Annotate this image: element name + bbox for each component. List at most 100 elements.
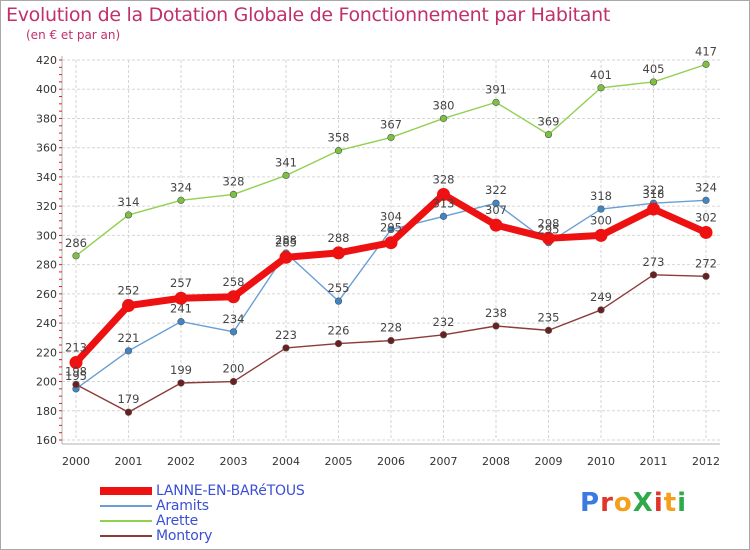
- data-label: 328: [433, 172, 455, 186]
- x-tick-label: 2006: [377, 455, 405, 468]
- data-label: 322: [643, 183, 665, 197]
- data-label: 367: [380, 117, 402, 131]
- x-tick-label: 2012: [692, 455, 720, 468]
- data-point: [282, 344, 290, 352]
- data-point: [69, 356, 83, 370]
- data-label: 380: [433, 98, 455, 112]
- data-label: 313: [433, 196, 455, 210]
- data-label: 200: [223, 362, 245, 376]
- legend-item-aramits[interactable]: Aramits: [100, 498, 360, 514]
- y-tick-label: 380: [36, 112, 57, 125]
- data-point: [489, 218, 503, 232]
- y-tick-label: 160: [36, 434, 57, 447]
- grid-layer: [62, 59, 720, 441]
- data-label: 314: [118, 195, 140, 209]
- data-point: [594, 228, 608, 242]
- data-point: [227, 290, 240, 304]
- data-point: [702, 272, 710, 280]
- data-label: 328: [223, 174, 245, 188]
- legend-swatch-montory: [100, 535, 152, 537]
- logo-letter: o: [613, 488, 633, 518]
- data-label: 213: [65, 341, 87, 355]
- legend-label-montory: Montory: [156, 528, 213, 544]
- data-label: 307: [485, 203, 507, 217]
- legend-label-arette: Arette: [156, 513, 199, 529]
- data-label: 249: [590, 290, 612, 304]
- data-point: [597, 84, 605, 92]
- data-point: [492, 98, 500, 106]
- y-tick-label: 200: [36, 376, 57, 389]
- legend-label-aramits: Aramits: [156, 498, 209, 514]
- data-label: 304: [380, 210, 402, 224]
- x-tick-label: 2003: [220, 455, 248, 468]
- x-tick-label: 2002: [167, 455, 195, 468]
- data-point: [279, 250, 293, 264]
- data-point: [334, 147, 343, 155]
- data-point: [124, 408, 133, 416]
- data-label: 324: [170, 180, 192, 194]
- data-label: 235: [538, 310, 560, 324]
- data-label: 195: [65, 369, 87, 383]
- data-label: 252: [118, 284, 140, 298]
- data-label: 198: [65, 364, 87, 378]
- legend: LANNE-EN-BARéTOUS Aramits Arette Montory: [100, 483, 360, 544]
- data-point: [437, 187, 450, 201]
- data-point: [177, 196, 185, 204]
- data-point: [439, 331, 448, 339]
- data-point: [597, 306, 605, 314]
- data-point: [439, 114, 448, 123]
- data-point: [387, 337, 395, 345]
- data-label: 288: [328, 231, 350, 245]
- y-tick-label: 280: [36, 259, 57, 272]
- data-label: 258: [223, 275, 245, 289]
- legend-item-lanne[interactable]: LANNE-EN-BARéTOUS: [100, 483, 360, 499]
- proxiti-logo: ProXiti: [580, 488, 687, 518]
- data-point: [332, 246, 345, 260]
- legend-item-montory[interactable]: Montory: [100, 528, 360, 544]
- data-label: 223: [275, 328, 297, 342]
- logo-letter: i: [653, 488, 664, 518]
- x-tick-label: 2009: [535, 455, 563, 468]
- data-label: 228: [380, 321, 402, 335]
- chart-subtitle: (en € et par an): [26, 28, 121, 42]
- y-tick-label: 180: [36, 405, 57, 418]
- y-tick-label: 400: [36, 83, 57, 96]
- data-label: 285: [275, 235, 297, 249]
- legend-swatch-aramits: [100, 505, 152, 507]
- data-point: [702, 60, 710, 68]
- y-tick-label: 260: [36, 288, 57, 301]
- data-label: 401: [590, 68, 612, 82]
- data-point: [229, 377, 238, 386]
- data-point: [229, 190, 238, 199]
- data-label: 318: [590, 189, 612, 203]
- y-tick-label: 360: [36, 142, 57, 155]
- data-point: [72, 380, 80, 389]
- logo-letter: t: [663, 488, 678, 518]
- data-point: [544, 326, 553, 334]
- data-point: [282, 171, 290, 180]
- data-point: [177, 318, 185, 326]
- x-tick-label: 2004: [272, 455, 300, 468]
- axis-layer: 160 180 200 220 240 260 280 300 320 340 360 380 400 4…: [36, 54, 720, 468]
- x-tick-label: 2005: [325, 455, 353, 468]
- data-label: 369: [538, 115, 560, 129]
- y-tick-label: 220: [36, 346, 57, 359]
- data-point: [122, 299, 135, 313]
- data-label: 255: [328, 281, 350, 295]
- data-point: [597, 205, 605, 213]
- data-point: [229, 328, 238, 336]
- y-tick-label: 420: [36, 54, 57, 67]
- data-label: 221: [118, 331, 140, 345]
- legend-swatch-arette: [100, 520, 152, 522]
- data-point: [542, 231, 555, 245]
- data-label: 417: [695, 44, 717, 58]
- data-label: 302: [695, 210, 717, 224]
- data-point: [384, 236, 398, 250]
- legend-item-arette[interactable]: Arette: [100, 513, 360, 529]
- data-label: 324: [695, 180, 717, 194]
- data-point: [544, 130, 553, 139]
- data-label: 288: [275, 233, 297, 247]
- legend-swatch-lanne: [100, 487, 152, 495]
- x-tick-label: 2011: [640, 455, 668, 468]
